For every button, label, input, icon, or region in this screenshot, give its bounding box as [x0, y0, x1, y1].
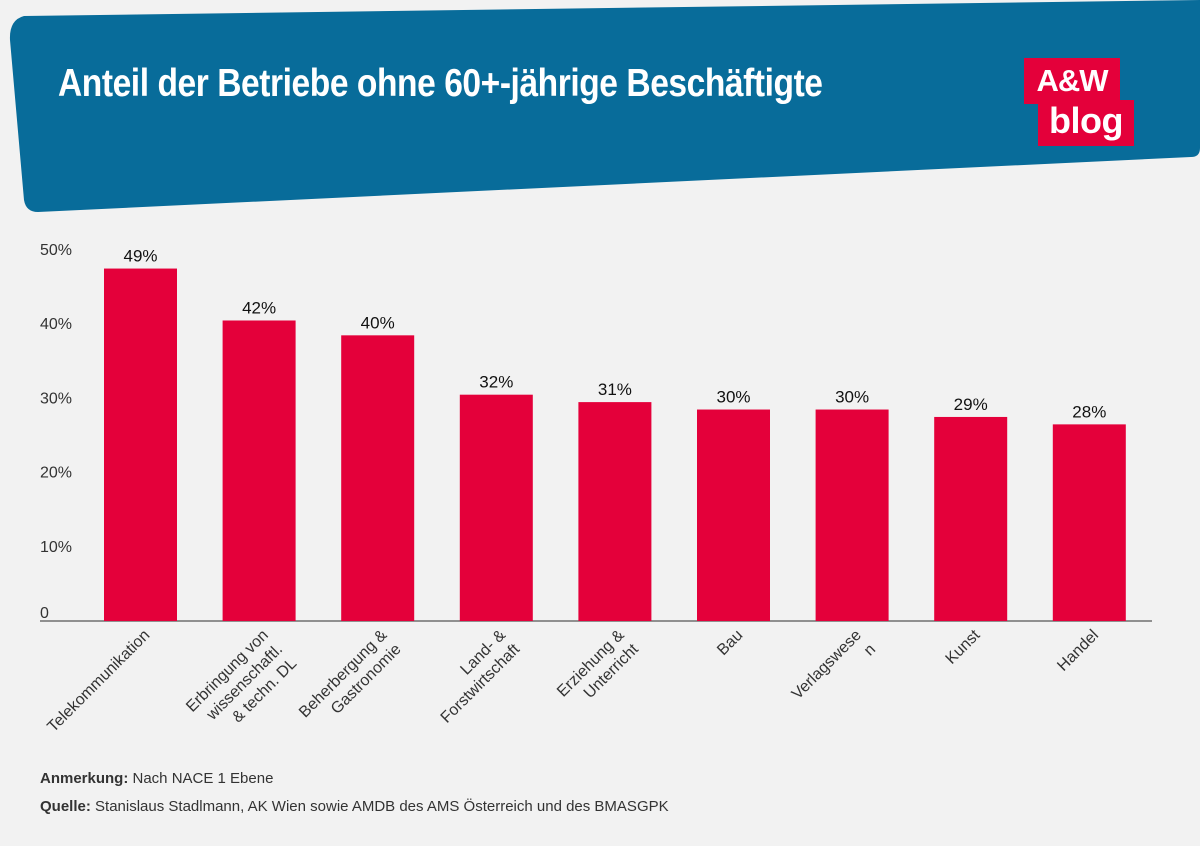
data-label: 49%	[123, 247, 157, 266]
category-label-line: Telekommunikation	[44, 627, 153, 736]
source-label: Quelle:	[40, 798, 91, 815]
category-label-line: Kunst	[943, 626, 984, 667]
category-label: Erbringung vonwissenschaftl.& techn. DL	[183, 627, 300, 744]
category-label: Telekommunikation	[44, 627, 153, 736]
data-label: 31%	[598, 380, 632, 399]
bar	[341, 335, 415, 621]
logo-aw-text: A&W	[1024, 58, 1120, 104]
page-title: Anteil der Betriebe ohne 60+-jährige Bes…	[58, 62, 823, 105]
y-tick-label: 0	[40, 605, 49, 622]
category-label: Land- &Forstwirtschaft	[424, 626, 524, 726]
bar	[815, 409, 889, 621]
bar	[697, 409, 770, 621]
logo-blog-text: blog	[1038, 100, 1134, 146]
data-label: 30%	[835, 388, 869, 407]
bar	[578, 402, 652, 621]
y-tick-label: 40%	[40, 316, 72, 333]
data-label: 28%	[1072, 402, 1106, 421]
category-label: Handel	[1054, 627, 1102, 675]
category-label-line: Verlagswese	[789, 627, 865, 703]
note-text: Nach NACE 1 Ebene	[128, 770, 274, 787]
note-label: Anmerkung:	[40, 770, 129, 787]
bar	[1052, 424, 1126, 621]
y-tick-label: 30%	[40, 390, 72, 407]
category-label: Erziehung &Unterricht	[554, 626, 642, 714]
y-tick-label: 20%	[40, 465, 72, 482]
category-label-line: n	[861, 641, 879, 659]
category-label: Beherbergung &Gastronomie	[296, 627, 405, 736]
y-tick-label: 50%	[40, 242, 72, 259]
aw-blog-logo[interactable]: A&W blog	[1024, 58, 1134, 146]
data-label: 29%	[954, 395, 988, 414]
category-label: Kunst	[943, 626, 984, 667]
data-label: 30%	[716, 388, 750, 407]
chart-note: Anmerkung: Nach NACE 1 Ebene	[40, 770, 273, 787]
category-label-line: Bau	[714, 627, 746, 659]
source-text: Stanislaus Stadlmann, AK Wien sowie AMDB…	[90, 798, 669, 815]
category-label: Bau	[714, 627, 746, 659]
bar	[104, 268, 177, 621]
y-tick-label: 10%	[40, 539, 72, 556]
category-label: Verlagswesen	[789, 627, 879, 717]
data-label: 40%	[361, 313, 395, 332]
bar	[459, 394, 533, 621]
bar	[222, 320, 296, 621]
bar	[934, 416, 1008, 621]
chart-source: Quelle: Stanislaus Stadlmann, AK Wien so…	[40, 798, 669, 815]
category-label-line: Handel	[1054, 627, 1102, 675]
data-label: 32%	[479, 373, 513, 392]
data-label: 42%	[242, 298, 276, 317]
